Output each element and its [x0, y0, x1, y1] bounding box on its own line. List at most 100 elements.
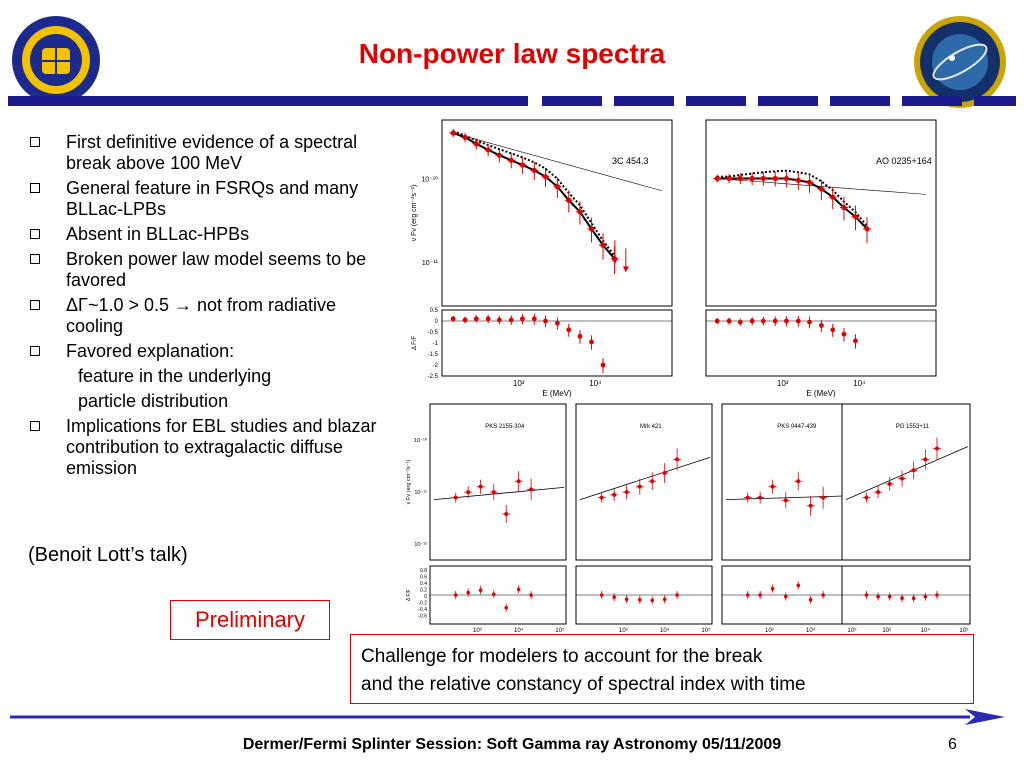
residual-point [760, 318, 766, 324]
residual-point [589, 339, 594, 345]
bullet-item: Favored explanation: [28, 341, 398, 362]
data-point [566, 197, 572, 203]
space-science-division-seal-icon [914, 16, 1006, 108]
data-point [714, 175, 720, 182]
data-point [519, 162, 526, 168]
data-point [453, 495, 458, 500]
x-tick-label: 10⁴ [853, 379, 866, 388]
bullet-item: Absent in BLLac-HPBs [28, 224, 398, 245]
residual-point [935, 593, 939, 597]
residual-point [516, 587, 521, 592]
data-point [818, 186, 824, 192]
y-tick-label: 10⁻¹² [414, 542, 427, 548]
data-point [806, 179, 813, 185]
x-tick-label: 10⁵ [847, 627, 857, 634]
residual-point [612, 595, 616, 599]
residual-point [745, 593, 750, 597]
residual-point [887, 594, 892, 599]
chart-frame [441, 119, 673, 307]
chart-frame [841, 403, 971, 561]
footer-text: Dermer/Fermi Splinter Session: Soft Gamm… [242, 736, 782, 753]
residual-point [770, 586, 775, 591]
residual-point [900, 596, 904, 600]
challenge-box: Challenge for modelers to account for th… [350, 634, 974, 704]
slide-title: Non-power law spectra [358, 38, 666, 69]
data-point [466, 490, 471, 495]
residual-point [462, 317, 468, 323]
residual-point [737, 319, 743, 325]
residual-tick-label: -0.6 [418, 614, 427, 620]
chart-frame [721, 403, 859, 561]
data-point [749, 175, 755, 182]
x-tick-label: 10³ [777, 379, 789, 388]
chart-title: PG 1553+11 [896, 424, 930, 430]
residual-point [876, 594, 880, 599]
residual-point [566, 327, 572, 333]
naval-research-lab-seal-icon [12, 16, 100, 104]
residual-point [577, 334, 583, 339]
data-point [577, 209, 583, 215]
x-tick-label: 10⁴ [660, 627, 670, 634]
x-tick-label: 10⁵ [701, 627, 711, 634]
data-point [796, 479, 801, 484]
residual-point [450, 316, 456, 322]
checkbox-bullet-icon [30, 137, 40, 147]
residual-point [599, 593, 604, 597]
chart-title: PKS 0447-439 [777, 424, 817, 430]
bullet-item: General feature in FSRQs and many BLLac-… [28, 178, 398, 220]
residual-point [726, 318, 732, 324]
residual-point [466, 590, 470, 595]
checkbox-bullet-icon [30, 421, 40, 431]
data-point [554, 184, 560, 190]
residual-point [662, 597, 667, 602]
data-point [529, 487, 534, 492]
residual-tick-label: -1.5 [428, 352, 439, 358]
bullet-item: First definitive evidence of a spectral … [28, 132, 398, 174]
data-point [612, 492, 617, 497]
data-point [864, 226, 870, 232]
talk-credit: (Benoit Lott’s talk) [28, 544, 188, 566]
residual-point [453, 593, 458, 597]
data-point [852, 214, 859, 220]
x-tick-label: 10⁴ [806, 627, 816, 634]
x-tick-label: 10⁵ [959, 627, 969, 634]
residual-point [478, 588, 483, 593]
y-axis-label: ν Fν (erg cm⁻²s⁻¹) [406, 460, 412, 505]
residual-point [485, 316, 491, 322]
preliminary-box: Preliminary [170, 600, 330, 640]
data-point [934, 446, 939, 451]
residual-point [853, 338, 858, 344]
residual-point [637, 597, 642, 602]
y-tick-label: 10⁻¹¹ [422, 260, 439, 267]
x-axis-label: E (MeV) [542, 389, 572, 398]
data-point [450, 130, 456, 136]
residual-point [818, 323, 824, 328]
residual-point [714, 318, 720, 324]
log-parabola-fit [452, 130, 616, 257]
residual-tick-label: -0.5 [428, 330, 439, 336]
logo-right [912, 14, 1008, 110]
residual-tick-label: 0.4 [420, 581, 427, 587]
data-point [900, 476, 905, 481]
data-point [531, 167, 537, 174]
data-point [808, 503, 813, 508]
data-point [770, 484, 775, 489]
power-law-fit [453, 132, 663, 192]
x-tick-label: 10³ [765, 628, 774, 634]
residual-axis-label: Δ F/F [412, 335, 418, 350]
residual-point [841, 331, 847, 337]
data-point [516, 479, 521, 484]
y-tick-label: 10⁻¹⁰ [421, 176, 438, 184]
sub-bullet: particle distribution [78, 391, 229, 411]
checkbox-bullet-icon [30, 300, 40, 310]
residual-point [675, 593, 679, 597]
data-point [745, 495, 750, 500]
bullet-item: Broken power law model seems to be favor… [28, 249, 398, 291]
data-point [662, 471, 667, 476]
power-law-fit [579, 456, 711, 500]
residual-tick-label: 0.8 [420, 568, 427, 574]
residual-point [821, 593, 825, 597]
data-point [504, 511, 509, 516]
bullet-item: Implications for EBL studies and blazar … [28, 416, 398, 479]
